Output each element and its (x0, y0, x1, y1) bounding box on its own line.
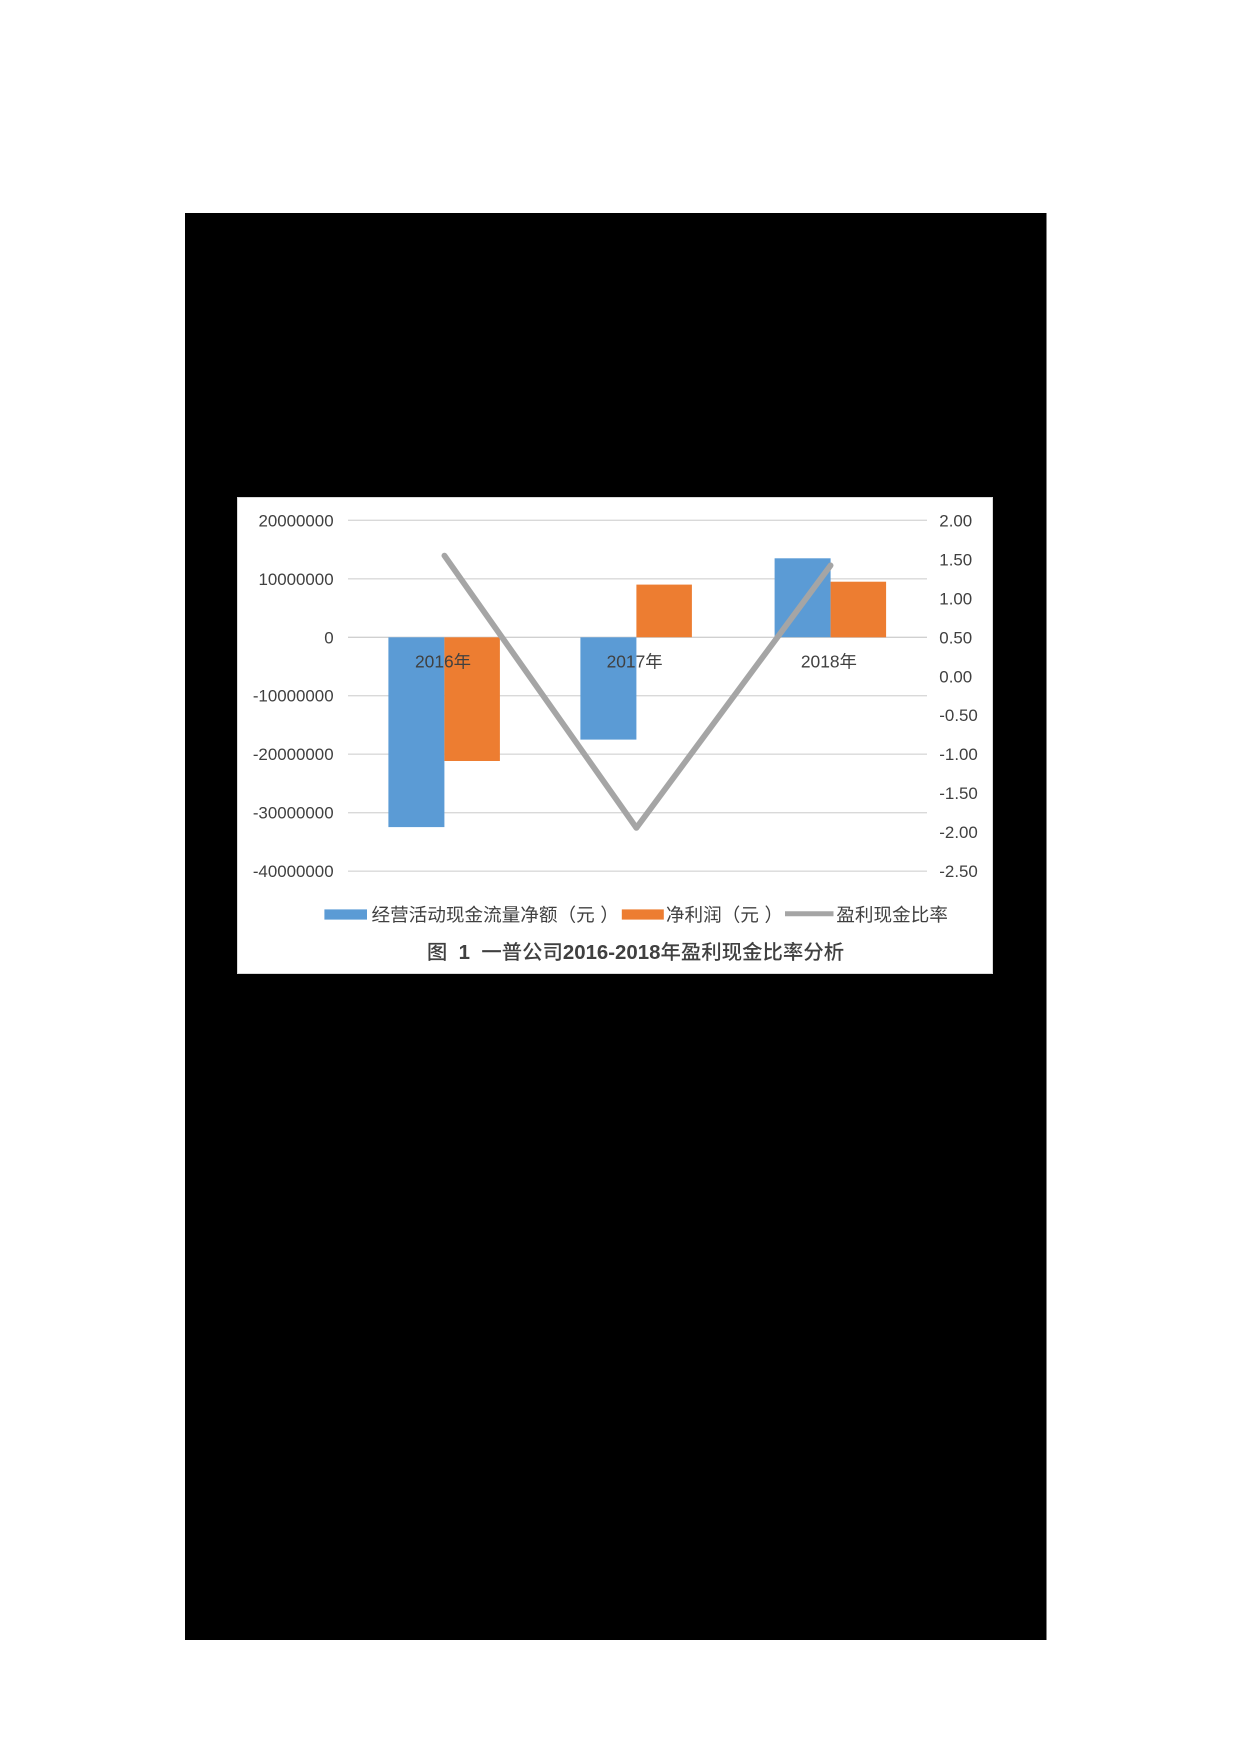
svg-text:2017: 2017 (607, 652, 646, 672)
svg-text:0: 0 (324, 628, 333, 647)
svg-text:2016-2018: 2016-2018 (563, 942, 661, 964)
svg-text:-20000000: -20000000 (253, 745, 334, 764)
svg-text:-2.00: -2.00 (939, 823, 978, 842)
svg-text:1.00: 1.00 (939, 589, 972, 608)
svg-text:2016: 2016 (415, 652, 454, 672)
svg-text:-1.50: -1.50 (939, 784, 978, 803)
svg-text:-40000000: -40000000 (253, 862, 334, 881)
svg-text:-0.50: -0.50 (939, 706, 978, 725)
svg-text:0.00: 0.00 (939, 667, 972, 686)
svg-text:1: 1 (459, 942, 470, 964)
svg-text:20000000: 20000000 (258, 511, 333, 530)
svg-text:10000000: 10000000 (258, 570, 333, 589)
svg-text:2.00: 2.00 (939, 511, 972, 530)
svg-text:1.50: 1.50 (939, 550, 972, 569)
svg-text:-30000000: -30000000 (253, 804, 334, 823)
svg-text:0.50: 0.50 (939, 628, 972, 647)
svg-text:-2.50: -2.50 (939, 862, 978, 881)
svg-text:-10000000: -10000000 (253, 687, 334, 706)
svg-text:-1.00: -1.00 (939, 745, 978, 764)
svg-text:2018: 2018 (801, 652, 840, 672)
